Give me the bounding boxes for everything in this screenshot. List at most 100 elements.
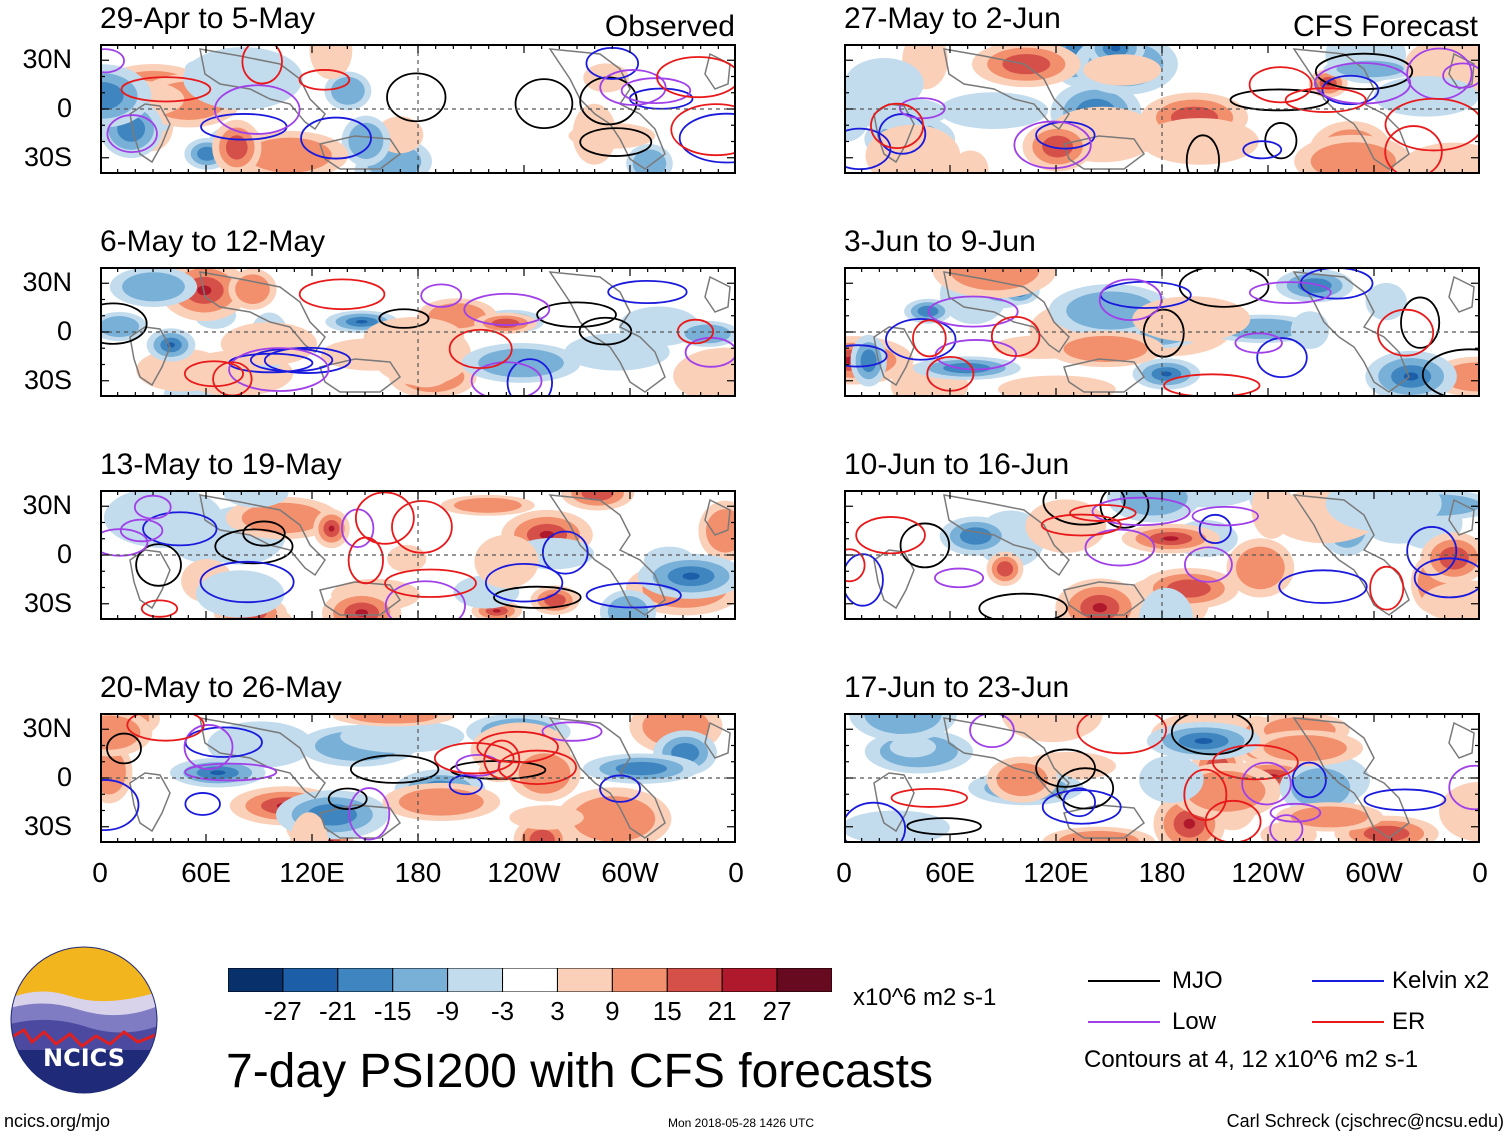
legend-line-er	[1312, 1021, 1384, 1023]
anomaly-fill	[1291, 768, 1351, 808]
legend-label-er: ER	[1392, 1008, 1426, 1035]
anomaly-fill	[1141, 118, 1259, 165]
contour-mjo	[1170, 713, 1254, 756]
contour-mjo	[493, 585, 582, 609]
panel-title-fc-2: 3-Jun to 9-Jun	[844, 225, 1036, 258]
legend-line-kelvin	[1312, 980, 1384, 982]
contour-er	[354, 491, 415, 545]
contour-kelvin	[1406, 526, 1458, 576]
contour-mjo	[1400, 296, 1441, 349]
coastline-3	[319, 135, 402, 170]
lon-label-obs-1: 60E	[181, 857, 231, 888]
anomaly-fill	[996, 561, 1014, 577]
colorbar-swatch-0	[227, 967, 284, 993]
forecast-header: CFS Forecast	[1292, 10, 1478, 43]
anomaly-fill	[1439, 781, 1480, 842]
contour-mjo	[536, 301, 617, 328]
ncics-logo: NCICS	[10, 946, 158, 1094]
lon-label-fc-1: 60E	[925, 857, 975, 888]
anomaly-fill	[1397, 142, 1480, 174]
contour-er	[448, 328, 513, 370]
anomaly-fill	[844, 58, 924, 110]
colorbar-swatches	[227, 967, 833, 993]
anomaly-fill	[222, 490, 289, 508]
lat-label-30s-obs-3: 30S	[23, 587, 72, 618]
legend-line-mjo	[1088, 980, 1160, 982]
lon-label-fc-3: 180	[1138, 857, 1186, 888]
lat-label-30n-obs-1: 30N	[22, 44, 72, 75]
colorbar	[227, 967, 833, 993]
panel-title-obs-1: 29-Apr to 5-May	[100, 2, 316, 35]
anomaly-fill	[195, 570, 285, 618]
contour-low	[1248, 281, 1332, 305]
anomaly-fill	[290, 812, 329, 843]
contour-kelvin	[844, 344, 888, 368]
anomaly-fill	[1421, 580, 1480, 620]
contour-er	[298, 278, 386, 311]
anomaly-fill	[572, 796, 656, 842]
map-panel-obs-3	[100, 490, 736, 620]
anomaly-fill	[996, 762, 1048, 797]
contour-low	[541, 721, 603, 742]
coastline-5	[704, 498, 731, 536]
map-panel-obs-1	[100, 44, 736, 174]
contour-er	[890, 787, 968, 808]
anomaly-fill	[1063, 335, 1148, 363]
lon-label-fc-6: 0	[1472, 857, 1488, 888]
contour-er	[1384, 125, 1443, 174]
contour-low	[1091, 496, 1191, 527]
colorbar-level-1: -21	[319, 996, 357, 1026]
anomaly-fill	[581, 490, 614, 501]
anomaly-fill	[943, 362, 991, 374]
contour-kelvin	[300, 116, 372, 160]
anomaly-fill	[1083, 54, 1162, 86]
lon-label-obs-0: 0	[92, 857, 108, 888]
contour-kelvin	[1321, 74, 1380, 106]
colorbar-level-3: -9	[436, 996, 460, 1026]
lon-label-obs-2: 120E	[279, 857, 345, 888]
contour-low	[463, 292, 551, 326]
contour-mjo	[214, 528, 294, 565]
coastline-4	[548, 48, 666, 170]
colorbar-swatch-2	[337, 967, 394, 993]
anomaly-fill	[1290, 806, 1369, 828]
contour-er	[1211, 744, 1299, 781]
lat-label-eq-obs-3: 0	[56, 539, 72, 569]
colorbar-swatch-6	[556, 967, 613, 993]
contour-mjo	[1042, 490, 1126, 526]
anomaly-fill	[210, 770, 226, 776]
anomaly-fill	[197, 146, 218, 161]
colorbar-level-5: 3	[550, 996, 565, 1026]
contour-er	[384, 568, 477, 598]
logo-text: NCICS	[43, 1044, 125, 1072]
lon-label-obs-5: 60W	[601, 857, 659, 888]
contour-kelvin	[678, 112, 736, 164]
footer-site[interactable]: ncics.org/mjo	[4, 1111, 111, 1131]
anomaly-fill	[453, 497, 522, 513]
contour-mjo	[1314, 52, 1414, 91]
contour-low	[348, 787, 391, 841]
contour-low	[1098, 278, 1163, 321]
coastline-3	[1063, 581, 1146, 616]
contour-low	[119, 518, 164, 543]
anomaly-fill	[889, 736, 937, 758]
contour-kelvin	[844, 127, 892, 171]
contour-er	[990, 315, 1041, 357]
contour-kelvin	[1413, 557, 1480, 599]
lat-label-30n-obs-2: 30N	[22, 267, 72, 298]
contour-low	[1191, 505, 1259, 527]
contour-kelvin	[1062, 787, 1096, 818]
legend-label-mjo: MJO	[1172, 967, 1223, 994]
anomaly-fill	[363, 317, 465, 359]
anomaly-fill	[1138, 587, 1194, 620]
anomaly-fill	[1263, 735, 1347, 762]
contour-er	[476, 730, 559, 764]
map-panel-fc-4	[844, 713, 1480, 843]
coastline-3	[1063, 135, 1146, 170]
contour-kelvin	[100, 779, 140, 831]
contour-er	[497, 749, 577, 786]
coastline-5	[1448, 275, 1475, 313]
contour-low	[1013, 120, 1092, 170]
contour-low	[1241, 761, 1292, 806]
contour-kelvin	[1291, 761, 1327, 799]
